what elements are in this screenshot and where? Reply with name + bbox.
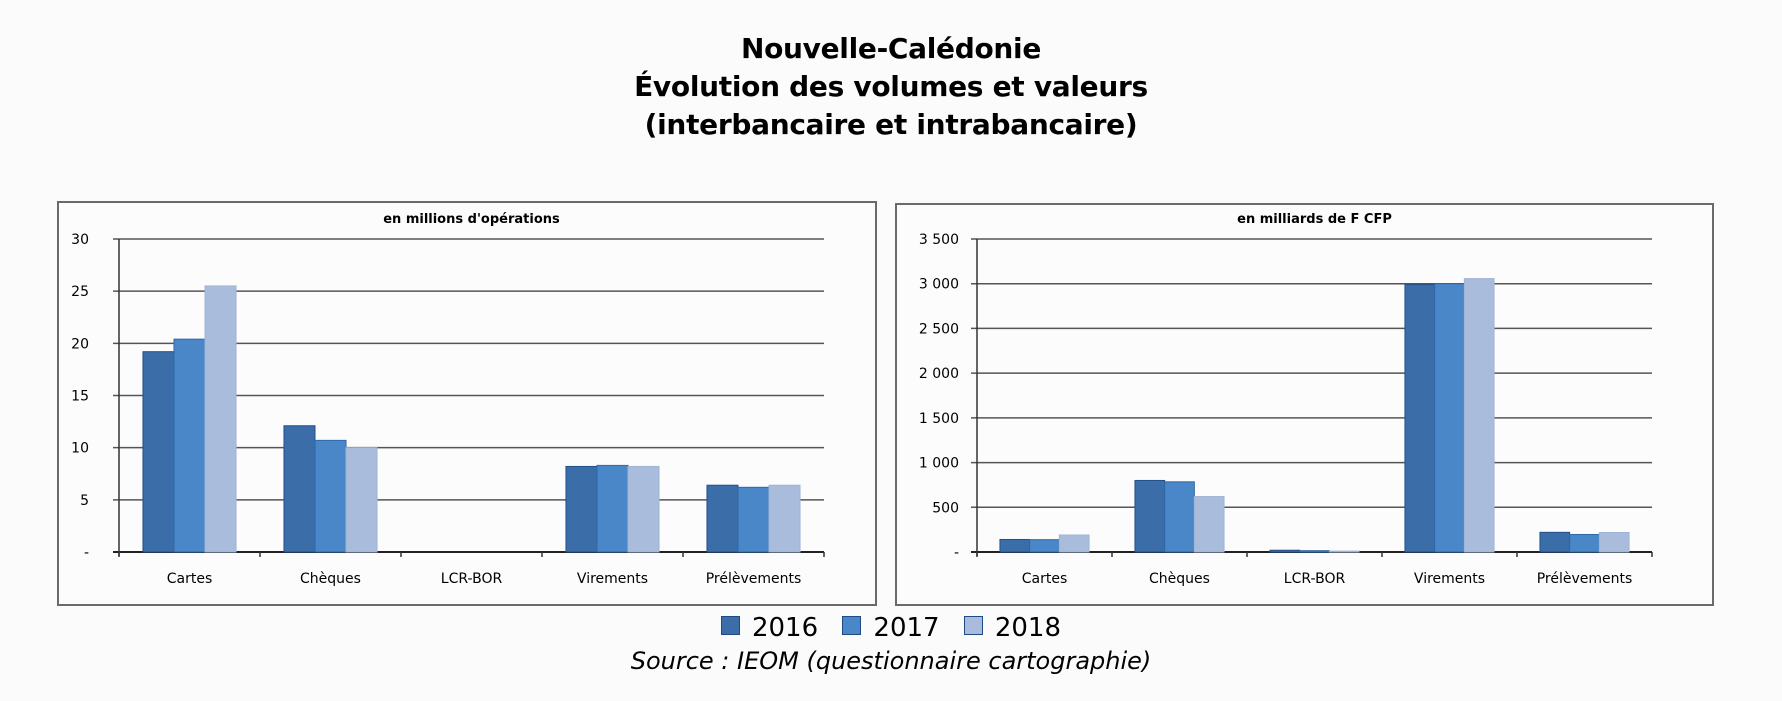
bar-2017-Virements	[1434, 283, 1465, 553]
bar-2018-Prélèvements	[1598, 532, 1630, 553]
chart-panel-volumes: en millions d'opérations - 5 10 15 20 25 30 Cart…	[57, 201, 877, 606]
bar-2018-Prélèvements	[768, 484, 801, 553]
x-tick-label: Chèques	[300, 571, 361, 587]
x-tick-label: Virements	[577, 571, 648, 587]
y-tick-label: 3 000	[919, 277, 959, 293]
legend-label-2017: 2017	[873, 613, 940, 643]
bar-2016-Cartes	[142, 351, 175, 553]
legend: 2016 2017 2018	[0, 611, 1782, 645]
chart-title: en millions d'opérations	[383, 212, 560, 227]
y-tick-label: 3 500	[919, 232, 959, 248]
legend-item-2018: 2018	[963, 611, 1062, 645]
bar-2018-Cartes	[1058, 534, 1090, 553]
y-tick-label: 30	[71, 232, 89, 248]
chart-title: en milliards de F CFP	[1237, 212, 1392, 227]
y-tick-label: 1 000	[919, 456, 959, 472]
bar-2017-LCR-BOR	[1299, 550, 1330, 553]
y-tick-label: 5	[80, 493, 89, 509]
bar-2017-Cartes	[173, 338, 206, 553]
bar-2016-LCR-BOR	[1269, 549, 1301, 553]
chart-values: en milliards de F CFP - 500 1 000 1 500 2 000…	[919, 212, 1653, 587]
bar-2018-Virements	[627, 465, 660, 553]
x-tick-label: Virements	[1414, 571, 1485, 587]
bar-2017-Chèques	[1164, 481, 1195, 553]
x-tick-label: Chèques	[1149, 571, 1210, 587]
y-tick-label: 2 000	[919, 366, 959, 382]
x-tick-label: Prélèvements	[706, 571, 802, 587]
legend-swatch-2018	[963, 616, 983, 635]
legend-label-2018: 2018	[994, 613, 1062, 643]
bar-2017-Prélèvements	[737, 486, 770, 553]
legend-item-2017: 2017	[842, 611, 940, 645]
bar-2017-Cartes	[1029, 539, 1060, 553]
x-tick-label: Cartes	[1022, 571, 1068, 587]
bar-2016-Chèques	[1134, 479, 1166, 553]
y-tick-label: 2 500	[919, 321, 959, 337]
legend-swatch-2016	[720, 616, 740, 635]
y-tick-label: -	[84, 545, 89, 561]
main-title: Nouvelle-Calédonie Évolution des volumes…	[0, 30, 1782, 144]
y-tick-label: 10	[71, 441, 89, 457]
title-line-3: (interbancaire et intrabancaire)	[644, 108, 1138, 141]
chart-panel-values: en milliards de F CFP - 500 1 000 1 500 2 000…	[895, 203, 1714, 606]
bar-2016-Cartes	[999, 538, 1031, 553]
chart-volumes: en millions d'opérations - 5 10 15 20 25 30 Cart…	[71, 212, 825, 587]
y-tick-label: -	[954, 545, 959, 561]
bar-2017-Virements	[596, 464, 629, 553]
bar-2017-Prélèvements	[1569, 533, 1600, 553]
legend-item-2016: 2016	[720, 611, 819, 645]
y-tick-label: 20	[71, 336, 89, 352]
bar-2018-Chèques	[1193, 496, 1225, 553]
bar-2016-Virements	[1404, 284, 1436, 553]
x-tick-label: LCR-BOR	[441, 571, 503, 587]
y-tick-label: 1 500	[919, 411, 959, 427]
bar-2016-Chèques	[283, 425, 316, 553]
legend-swatch-2017	[842, 616, 862, 635]
y-tick-label: 500	[932, 500, 959, 516]
bar-2017-Chèques	[314, 439, 347, 553]
bar-2016-Prélèvements	[1539, 531, 1571, 553]
bar-2018-Cartes	[204, 285, 237, 553]
x-tick-label: LCR-BOR	[1284, 571, 1346, 587]
title-line-2: Évolution des volumes et valeurs	[634, 70, 1148, 103]
title-line-1: Nouvelle-Calédonie	[740, 32, 1042, 65]
x-tick-label: Prélèvements	[1537, 571, 1633, 587]
bar-2018-LCR-BOR	[1328, 550, 1360, 553]
y-tick-label: 15	[71, 389, 89, 405]
source-note: Source : IEOM (questionnaire cartographi…	[630, 647, 1152, 675]
bar-2018-Chèques	[345, 447, 378, 553]
x-tick-label: Cartes	[167, 571, 213, 587]
bar-2018-Virements	[1463, 278, 1495, 553]
bar-2016-Virements	[565, 465, 598, 553]
bar-2016-Prélèvements	[706, 484, 739, 553]
y-tick-label: 25	[71, 284, 89, 300]
legend-label-2016: 2016	[751, 613, 819, 643]
